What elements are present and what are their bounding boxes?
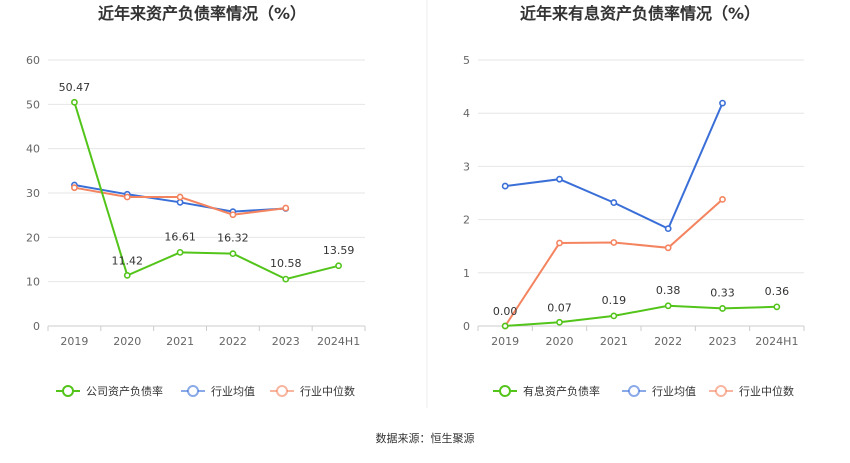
data-point-average[interactable] <box>176 198 184 206</box>
y-tick-label: 40 <box>26 143 40 156</box>
data-point-median[interactable] <box>282 204 290 212</box>
data-label: 0.07 <box>547 301 572 314</box>
legend-swatch-marker <box>499 385 511 397</box>
data-point-company[interactable] <box>556 318 563 326</box>
y-tick-label: 3 <box>463 160 470 173</box>
legend-item-median[interactable]: 行业中位数 <box>270 384 355 398</box>
data-point-median[interactable] <box>123 193 131 201</box>
x-tick-label: 2022 <box>654 335 682 348</box>
legend-label: 有息资产负债率 <box>523 384 600 398</box>
data-label: 0.00 <box>493 305 518 318</box>
data-label: 0.36 <box>765 285 790 298</box>
y-tick-label: 1 <box>463 267 470 280</box>
data-point-company[interactable] <box>282 275 290 283</box>
data-point-company[interactable] <box>719 305 726 312</box>
legend-label: 公司资产负债率 <box>86 384 163 398</box>
legend-item-company[interactable]: 有息资产负债率 <box>493 384 600 398</box>
data-point-average[interactable] <box>610 199 618 206</box>
y-tick-label: 60 <box>26 54 40 67</box>
y-tick-label: 20 <box>26 231 40 244</box>
data-point-average[interactable] <box>719 99 726 107</box>
data-label: 16.61 <box>164 230 196 243</box>
data-point-average[interactable] <box>664 225 672 233</box>
data-point-median[interactable] <box>176 193 184 201</box>
x-tick-label: 2024H1 <box>755 335 798 348</box>
x-tick-label: 2019 <box>491 335 519 348</box>
data-point-median[interactable] <box>229 211 237 219</box>
y-tick-label: 30 <box>26 187 40 200</box>
y-tick-label: 0 <box>463 320 470 333</box>
x-tick-label: 2022 <box>219 335 247 348</box>
y-tick-label: 10 <box>26 276 40 289</box>
data-label: 0.38 <box>656 284 681 297</box>
data-label: 13.59 <box>323 244 355 257</box>
data-point-median[interactable] <box>610 239 618 246</box>
data-point-median[interactable] <box>664 244 672 252</box>
legend-item-average[interactable]: 行业均值 <box>622 385 696 398</box>
data-label: 11.42 <box>112 254 144 267</box>
chart-title: 近年来有息资产负债率情况（%） <box>520 4 760 23</box>
legend-label: 行业中位数 <box>739 384 794 398</box>
legend-swatch-marker <box>628 385 640 397</box>
data-point-company[interactable] <box>229 250 237 258</box>
x-tick-label: 2023 <box>709 335 737 348</box>
x-tick-label: 2021 <box>166 335 194 348</box>
data-label: 0.19 <box>602 294 627 307</box>
legend-label: 行业中位数 <box>300 384 355 398</box>
data-label: 10.58 <box>270 257 302 270</box>
data-point-company[interactable] <box>501 322 509 330</box>
x-tick-label: 2023 <box>272 335 300 348</box>
chart-asset-liability: 近年来资产负债率情况（%） 0 10 20 30 40 50 60 2019 2020 2021 20… <box>26 4 366 398</box>
legend-swatch-marker <box>276 385 288 397</box>
data-point-company[interactable] <box>176 248 184 256</box>
chart-interest-bearing-liability: 近年来有息资产负债率情况（%） 0 1 2 3 4 5 2019 2020 2021 2022 202… <box>463 4 805 398</box>
y-tick-label: 0 <box>33 320 40 333</box>
x-tick-label: 2021 <box>600 335 628 348</box>
x-tick-label: 2024H1 <box>317 335 360 348</box>
legend-swatch-marker <box>715 385 727 397</box>
legend-label: 行业均值 <box>652 385 696 398</box>
data-label: 16.32 <box>217 232 249 245</box>
legend-item-median[interactable]: 行业中位数 <box>709 384 794 398</box>
chart-title: 近年来资产负债率情况（%） <box>98 4 306 23</box>
legend-swatch-marker <box>187 385 199 397</box>
data-point-median[interactable] <box>556 239 563 247</box>
data-point-median[interactable] <box>71 184 78 192</box>
series-line-company <box>505 304 777 327</box>
legend-item-average[interactable]: 行业均值 <box>181 385 255 398</box>
legend-swatch-marker <box>62 385 74 397</box>
data-point-company[interactable] <box>773 303 781 311</box>
data-point-company[interactable] <box>123 271 131 279</box>
x-tick-label: 2020 <box>113 335 141 348</box>
data-point-average[interactable] <box>556 175 563 183</box>
y-tick-label: 5 <box>463 54 470 67</box>
data-label: 0.33 <box>710 286 735 299</box>
y-tick-label: 4 <box>463 107 470 120</box>
data-label: 50.47 <box>59 81 91 94</box>
data-point-company[interactable] <box>664 302 672 310</box>
data-point-company[interactable] <box>71 98 78 106</box>
x-tick-label: 2020 <box>546 335 574 348</box>
y-tick-label: 2 <box>463 214 470 227</box>
source-text: 数据来源：恒生聚源 <box>376 431 475 445</box>
data-point-company[interactable] <box>335 262 342 270</box>
legend-item-company[interactable]: 公司资产负债率 <box>56 384 163 398</box>
data-point-median[interactable] <box>719 195 726 203</box>
series-line-company <box>73 101 339 281</box>
data-point-company[interactable] <box>610 312 618 320</box>
series-line-average <box>505 102 724 230</box>
data-point-average[interactable] <box>501 182 509 190</box>
y-tick-label: 50 <box>26 98 40 111</box>
x-tick-label: 2019 <box>60 335 88 348</box>
legend-label: 行业均值 <box>211 385 255 398</box>
